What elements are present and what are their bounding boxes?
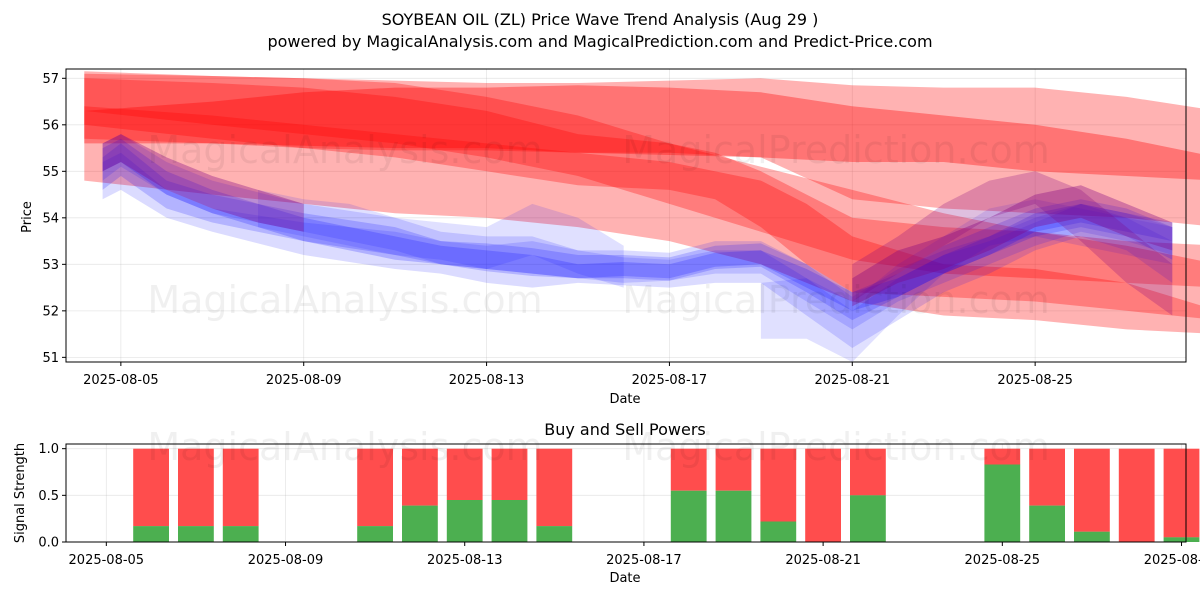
red-wave-band-2	[84, 71, 1200, 226]
buy-bar-2025-08-18	[670, 490, 707, 542]
sell-bar-2025-08-15	[536, 448, 573, 527]
price-x-tick-label-4: 2025-08-21	[815, 373, 891, 388]
watermark-prediction-signal: MagicalPrediction.com	[622, 425, 1050, 469]
buy-bar-2025-08-07	[178, 526, 214, 542]
red-wave-band-4	[84, 78, 1200, 319]
sell-bar-2025-08-18	[670, 448, 707, 491]
price-y-tick-label-2: 53	[42, 258, 59, 273]
price-x-label: Date	[609, 392, 640, 407]
sell-bar-2025-08-25	[984, 448, 1021, 465]
buy-bar-2025-08-15	[536, 526, 573, 542]
signal-y-label: Signal Strength	[13, 443, 28, 543]
sell-bar-2025-08-06	[133, 448, 169, 527]
blue-wave-band-5	[760, 199, 1173, 362]
signal-chart-title: Buy and Sell Powers	[544, 420, 706, 439]
price-x-ticks: 2025-08-05 2025-08-09 2025-08-13 2025-08-17…	[83, 362, 1073, 388]
blue-wave-band-0	[102, 134, 1173, 330]
signal-x-label: Date	[609, 571, 640, 586]
buy-bar-2025-08-20	[760, 521, 797, 542]
signal-x-tick-label-5: 2025-08-25	[965, 553, 1041, 568]
price-x-tick-label-2: 2025-08-13	[449, 373, 525, 388]
signal-axes-frame	[65, 443, 1187, 543]
price-y-tick-label-4: 55	[42, 165, 59, 180]
signal-chart: Buy and Sell Powers MagicalAnalysis.com …	[13, 420, 1200, 586]
blue-wave-band-3	[102, 138, 1173, 311]
buy-bar-2025-08-13	[446, 500, 483, 542]
watermark-analysis-top: MagicalAnalysis.com	[147, 128, 542, 172]
sell-bar-2025-08-19	[715, 448, 752, 491]
sell-bar-2025-08-28	[1118, 448, 1155, 542]
price-x-tick-label-0: 2025-08-05	[83, 373, 159, 388]
red-wave-band-0	[84, 73, 1200, 287]
sell-bar-2025-08-29	[1163, 448, 1200, 538]
signal-x-tick-label-1: 2025-08-09	[248, 553, 324, 568]
signal-x-tick-label-6: 2025-08-29	[1144, 553, 1200, 568]
price-gridlines	[66, 69, 1186, 362]
price-x-tick-label-5: 2025-08-25	[997, 373, 1073, 388]
price-y-tick-label-6: 57	[42, 72, 59, 87]
price-y-tick-label-0: 51	[42, 351, 59, 366]
price-wave-bands	[84, 71, 1200, 362]
buy-bar-2025-08-26	[1029, 505, 1065, 542]
price-y-tick-label-5: 56	[42, 118, 59, 133]
blue-wave-band-1	[102, 152, 1173, 348]
watermark-analysis-signal: MagicalAnalysis.com	[147, 425, 542, 469]
buy-bar-2025-08-08	[222, 526, 259, 542]
price-watermarks: MagicalAnalysis.com MagicalPrediction.co…	[147, 128, 1049, 322]
signal-bars	[133, 448, 1200, 542]
watermark-prediction-top: MagicalPrediction.com	[622, 128, 1050, 172]
purple-wave-band-1	[852, 185, 1173, 307]
signal-x-tick-label-4: 2025-08-21	[785, 553, 861, 568]
buy-bar-2025-08-11	[357, 526, 393, 542]
price-y-label: Price	[20, 201, 35, 233]
buy-bar-2025-08-06	[133, 526, 169, 542]
buy-bar-2025-08-19	[715, 490, 752, 542]
chart-subtitle: powered by MagicalAnalysis.com and Magic…	[267, 32, 932, 51]
signal-x-tick-label-0: 2025-08-05	[69, 553, 145, 568]
buy-bar-2025-08-14	[491, 500, 528, 542]
signal-x-ticks: 2025-08-05 2025-08-09 2025-08-13 2025-08-17…	[69, 542, 1200, 568]
price-y-ticks: 51 52 53 54 55 56 57	[42, 72, 66, 366]
sell-bar-2025-08-27	[1074, 448, 1110, 532]
blue-wave-band-2	[102, 143, 1173, 321]
signal-y-tick-label-2: 1.0	[38, 442, 59, 457]
red-wave-band-3	[84, 85, 1200, 180]
blue-wave-band-4	[258, 189, 624, 288]
purple-wave-band-0	[102, 134, 304, 232]
sell-bar-2025-08-12	[402, 448, 438, 506]
chart-title: SOYBEAN OIL (ZL) Price Wave Trend Analys…	[382, 10, 819, 29]
sell-bar-2025-08-08	[222, 448, 259, 527]
red-wave-band-1	[84, 106, 1200, 334]
price-axes-frame	[65, 68, 1187, 363]
watermark-analysis-bottom: MagicalAnalysis.com	[147, 278, 542, 322]
sell-bar-2025-08-21	[805, 448, 841, 542]
signal-y-tick-label-0: 0.0	[38, 536, 59, 551]
buy-bar-2025-08-22	[850, 495, 886, 542]
watermark-prediction-bottom: MagicalPrediction.com	[622, 278, 1050, 322]
buy-bar-2025-08-25	[984, 464, 1021, 542]
sell-bar-2025-08-11	[357, 448, 393, 527]
signal-x-tick-label-2: 2025-08-13	[427, 553, 503, 568]
sell-bar-2025-08-20	[760, 448, 797, 522]
buy-bar-2025-08-27	[1074, 531, 1110, 542]
sell-bar-2025-08-13	[446, 448, 483, 500]
signal-y-tick-label-1: 0.5	[38, 489, 59, 504]
price-x-tick-label-3: 2025-08-17	[632, 373, 708, 388]
price-chart: MagicalAnalysis.com MagicalPrediction.co…	[20, 68, 1200, 407]
signal-watermarks: MagicalAnalysis.com MagicalPrediction.co…	[147, 425, 1049, 469]
sell-bar-2025-08-14	[491, 448, 528, 500]
buy-bar-2025-08-29	[1163, 537, 1200, 542]
signal-x-tick-label-3: 2025-08-17	[606, 553, 682, 568]
signal-y-ticks: 0.0 0.5 1.0	[38, 442, 66, 551]
sell-bar-2025-08-26	[1029, 448, 1065, 506]
sell-bar-2025-08-07	[178, 448, 214, 527]
price-y-tick-label-1: 52	[42, 304, 59, 319]
price-x-tick-label-1: 2025-08-09	[266, 373, 342, 388]
buy-bar-2025-08-12	[402, 505, 438, 542]
price-y-tick-label-3: 54	[42, 211, 59, 226]
purple-wave-band-2	[852, 171, 1173, 316]
sell-bar-2025-08-22	[850, 448, 886, 496]
